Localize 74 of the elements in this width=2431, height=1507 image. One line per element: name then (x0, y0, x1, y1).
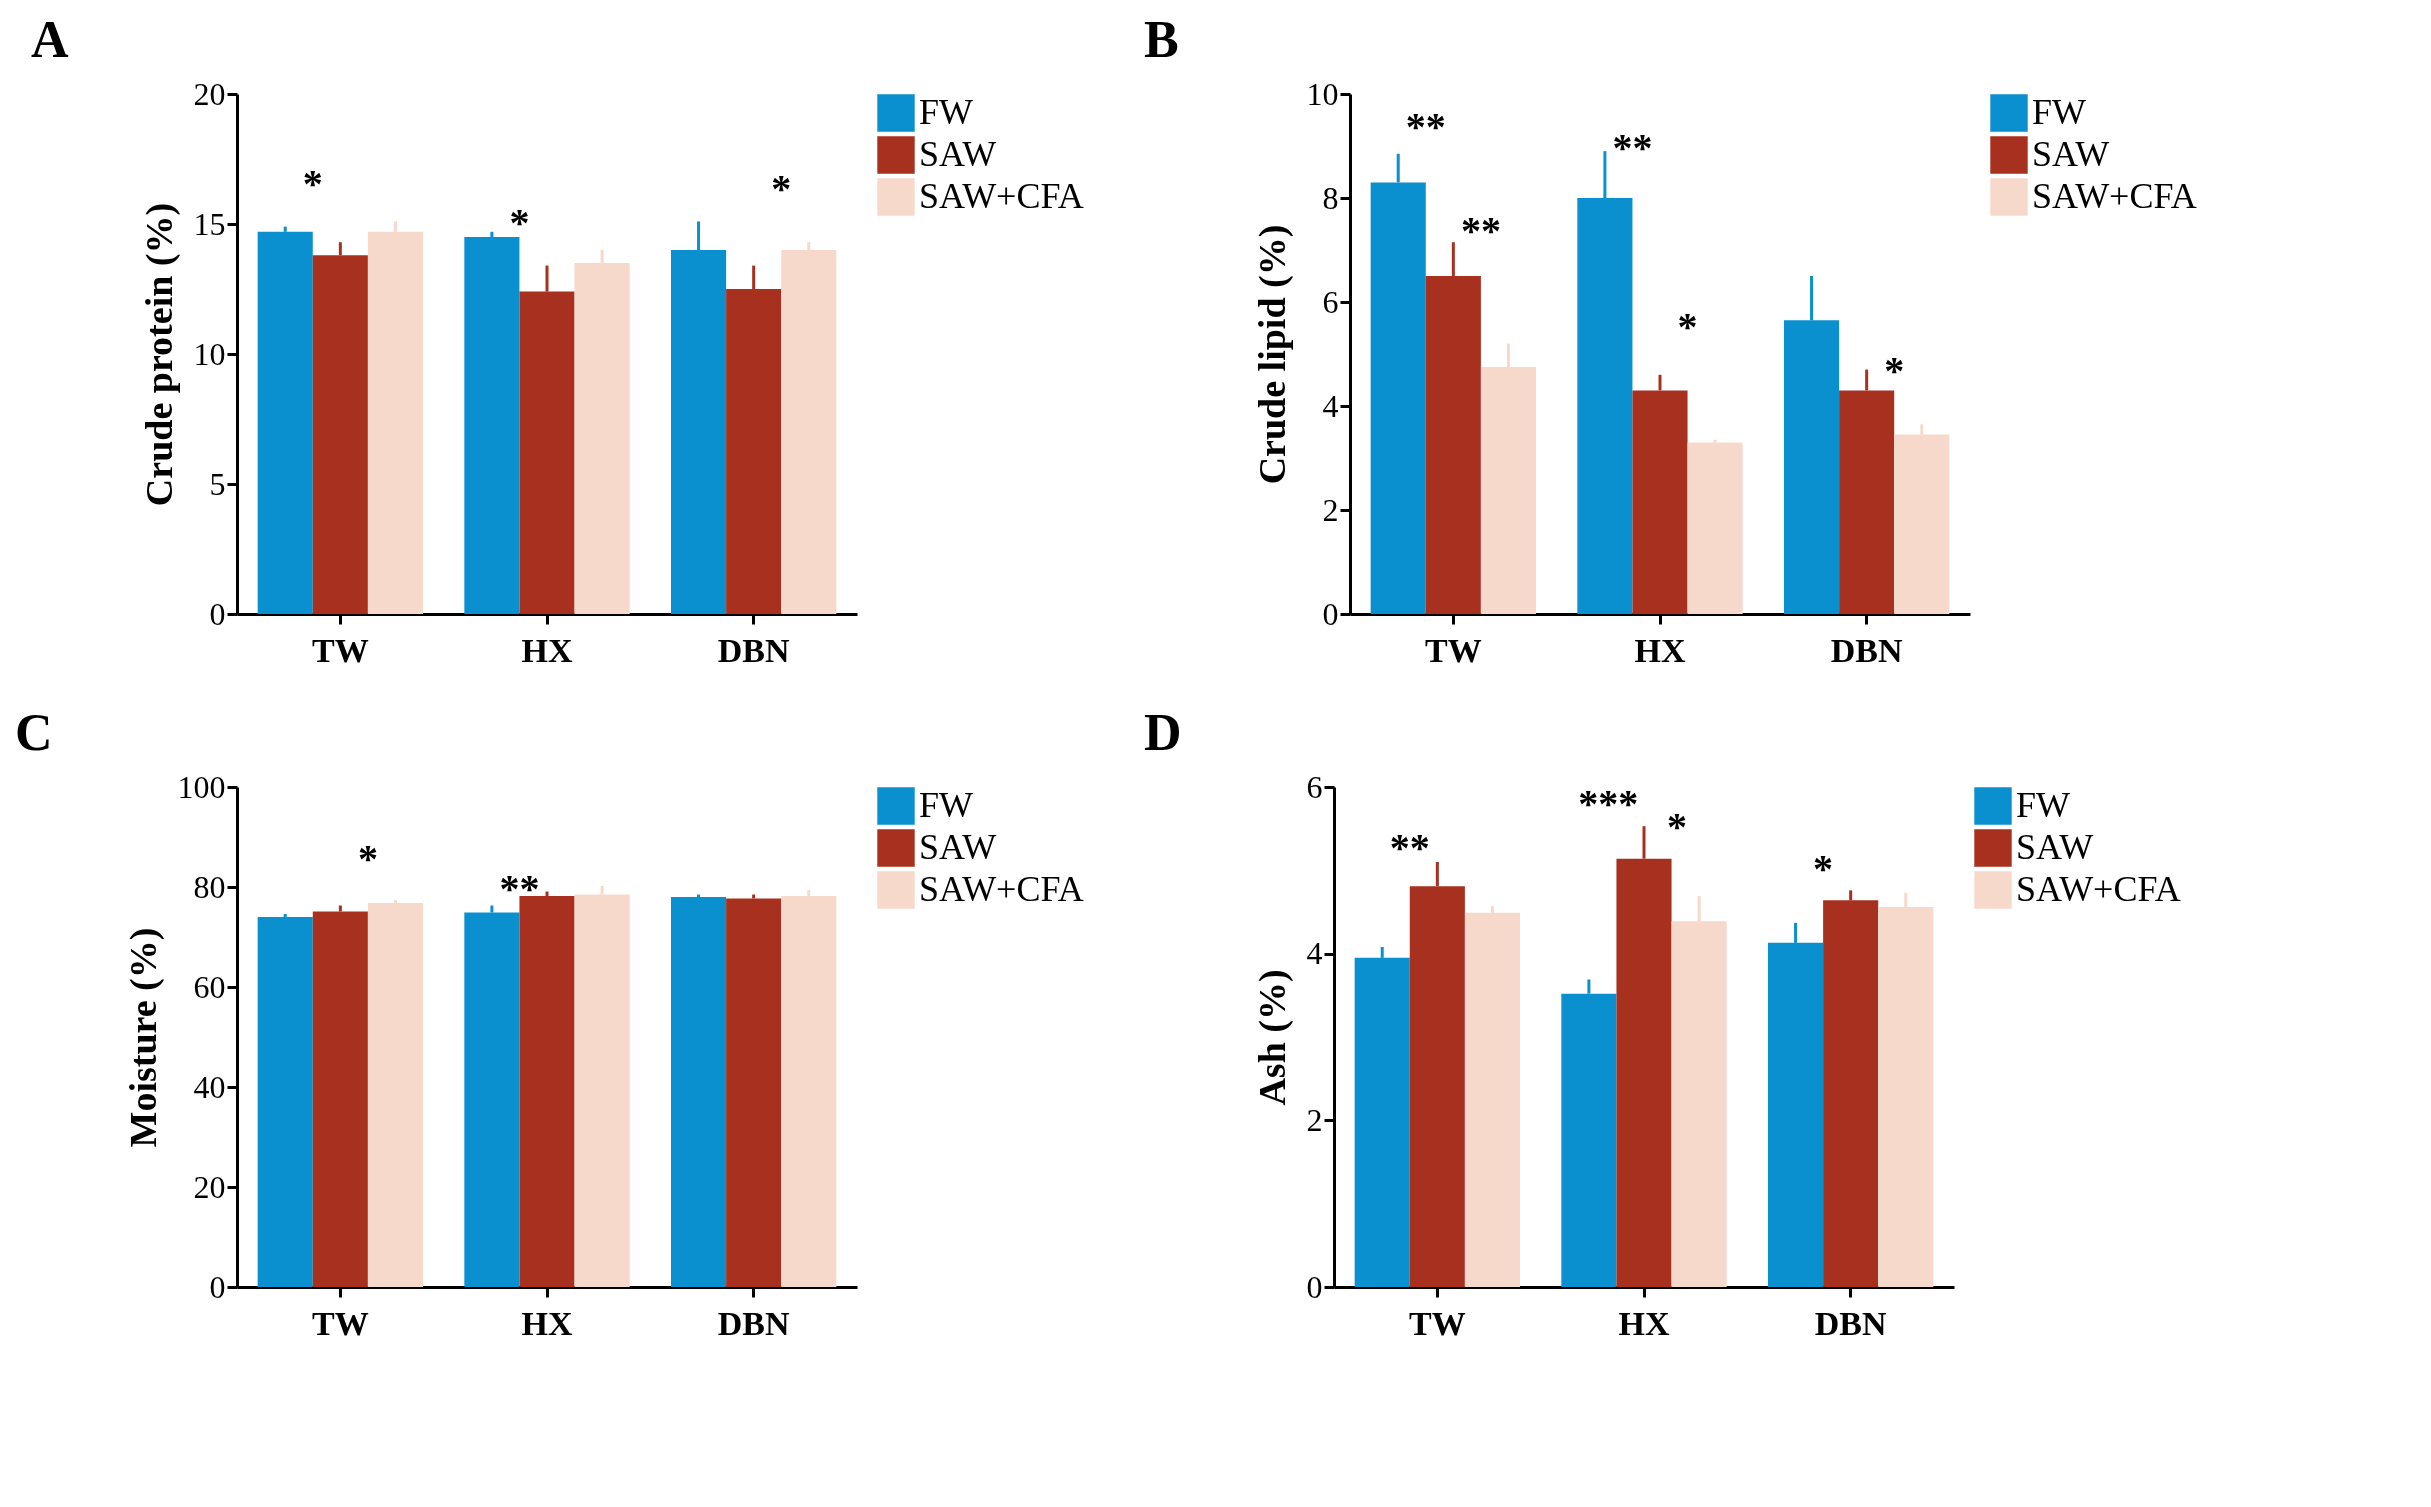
annotation: * (1813, 846, 1834, 891)
y-tick-label: 8 (1322, 179, 1339, 216)
y-tick-label: 5 (209, 465, 226, 502)
x-tick-label: HX (521, 1304, 573, 1342)
chart-title: C (15, 704, 53, 761)
chart-title: B (1144, 11, 1179, 68)
x-tick-label: HX (1634, 631, 1686, 669)
y-axis-title: Crude lipid (%) (1250, 224, 1294, 485)
bar (519, 896, 575, 1287)
x-tick-label: TW (1424, 631, 1482, 669)
annotation: *** (1578, 781, 1639, 826)
bar (367, 903, 423, 1287)
legend-label: FW (919, 785, 974, 825)
x-tick-label: DBN (1830, 631, 1903, 669)
x-tick-label: TW (1408, 1304, 1466, 1342)
y-tick-label: 80 (193, 868, 226, 905)
annotation: ** (1612, 124, 1653, 170)
y-tick-label: 0 (1322, 595, 1339, 632)
y-tick-label: 20 (193, 75, 226, 112)
y-tick-label: 6 (1322, 283, 1339, 320)
legend-label: FW (2032, 92, 2087, 132)
bar (1687, 442, 1743, 614)
y-tick-label: 20 (193, 1168, 226, 1205)
chart-title: A (31, 11, 69, 68)
x-tick-label: TW (311, 1304, 369, 1342)
y-axis-title: Crude protein (%) (137, 202, 181, 507)
legend-label: SAW+CFA (2032, 176, 2197, 216)
bar (726, 898, 782, 1287)
annotation: * (509, 200, 530, 246)
y-tick-label: 4 (1322, 387, 1339, 424)
legend-label: SAW+CFA (919, 176, 1084, 216)
annotation: ** (499, 866, 540, 911)
y-tick-label: 40 (193, 1068, 226, 1105)
annotation: ** (1389, 825, 1430, 870)
y-axis-title: Moisture (%) (121, 927, 165, 1148)
x-tick-label: HX (1618, 1304, 1670, 1342)
x-tick-label: DBN (717, 631, 790, 669)
legend-label: SAW (2032, 134, 2110, 174)
y-axis-title: Ash (%) (1250, 969, 1294, 1106)
legend-label: SAW+CFA (919, 869, 1084, 909)
chart-title: D (1144, 704, 1182, 761)
annotation: * (1884, 348, 1905, 394)
legend-label: FW (2016, 785, 2071, 825)
legend-label: SAW (2016, 827, 2094, 867)
x-tick-label: DBN (717, 1304, 790, 1342)
y-tick-label: 10 (193, 335, 226, 372)
annotation: * (357, 836, 378, 881)
y-tick-label: 4 (1306, 935, 1323, 972)
y-tick-label: 0 (209, 1268, 226, 1305)
legend-label: SAW (919, 827, 997, 867)
x-tick-label: HX (521, 631, 573, 669)
annotation: * (1677, 304, 1698, 350)
bar (257, 231, 313, 614)
legend-label: SAW+CFA (2016, 869, 2181, 909)
annotation: ** (1460, 208, 1501, 253)
legend-label: SAW (919, 134, 997, 174)
x-tick-label: TW (311, 631, 369, 669)
annotation: * (771, 166, 792, 212)
annotation: * (302, 161, 323, 207)
x-tick-label: DBN (1814, 1304, 1887, 1342)
y-tick-label: 0 (209, 595, 226, 632)
annotation: ** (1405, 104, 1446, 149)
annotation: * (1667, 803, 1688, 849)
y-tick-label: 100 (177, 768, 226, 805)
y-tick-label: 2 (1306, 1101, 1323, 1138)
bar (257, 917, 313, 1287)
y-tick-label: 2 (1322, 491, 1339, 528)
bar (671, 897, 727, 1287)
y-tick-label: 0 (1306, 1268, 1323, 1305)
y-tick-label: 60 (193, 968, 226, 1005)
y-tick-label: 10 (1306, 75, 1339, 112)
y-tick-label: 15 (193, 205, 226, 242)
legend-label: FW (919, 92, 974, 132)
y-tick-label: 6 (1306, 768, 1323, 805)
